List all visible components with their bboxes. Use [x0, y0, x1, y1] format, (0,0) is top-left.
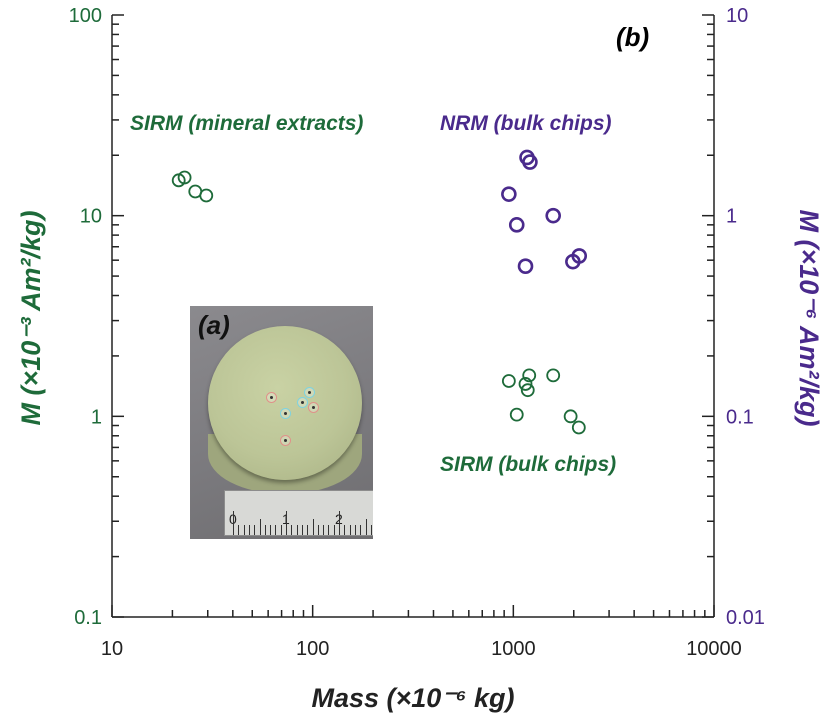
y-right-tick-label: 0.01 — [726, 607, 765, 629]
data-point-sirm-bulk-chips — [509, 407, 524, 422]
data-point-sirm-bulk-chips — [501, 374, 516, 388]
ruler-tick — [270, 525, 272, 535]
ruler-tick — [243, 525, 245, 535]
ruler-tick — [286, 511, 287, 535]
annotation-sirm-mineral-extracts: SIRM (mineral extracts) — [130, 112, 363, 135]
ruler-tick — [254, 525, 256, 535]
data-point-sirm-mineral-extracts — [177, 170, 192, 185]
y-left-tick-label: 1 — [91, 406, 102, 428]
ruler-tick — [323, 525, 325, 535]
sample-spot — [304, 387, 315, 398]
sample-disc — [208, 326, 362, 480]
sample-spot — [266, 392, 277, 403]
x-axis-title: Mass (×10⁻⁶ kg) — [311, 683, 514, 713]
inset-label: (a) — [198, 310, 230, 340]
ruler-tick — [248, 525, 250, 535]
annotation-nrm-bulk-chips: NRM (bulk chips) — [440, 112, 612, 135]
y-left-tick-label: 100 — [69, 5, 102, 27]
ruler-tick — [365, 519, 367, 535]
ruler-tick — [291, 525, 293, 535]
ruler-tick — [301, 525, 303, 535]
ruler-tick — [275, 525, 277, 535]
annotation-sirm-bulk-chips: SIRM (bulk chips) — [440, 453, 616, 476]
data-point-sirm-bulk-chips — [518, 377, 533, 391]
panel-label: (b) — [616, 22, 649, 52]
ruler-tick — [307, 525, 309, 535]
data-point-nrm-bulk-chips — [545, 207, 561, 224]
data-point-nrm-bulk-chips — [517, 258, 534, 274]
ruler-number: 1 — [282, 511, 290, 527]
data-point-sirm-bulk-chips — [520, 383, 535, 398]
sample-spot — [297, 397, 308, 408]
ruler-tick — [312, 519, 314, 535]
x-tick-label: 10 — [101, 638, 123, 660]
x-tick-label: 100 — [296, 638, 329, 660]
ruler-tick — [328, 525, 330, 535]
data-point-nrm-bulk-chips — [571, 248, 588, 264]
sample-spot — [280, 435, 291, 446]
data-point-sirm-bulk-chips — [571, 420, 586, 435]
ruler-tick — [360, 525, 362, 535]
y-right-tick-label: 10 — [726, 5, 748, 27]
y-right-tick-label: 1 — [726, 206, 737, 228]
ruler-tick — [333, 525, 335, 535]
ruler-tick — [370, 525, 372, 535]
ruler-number: 0 — [229, 511, 237, 527]
sample-spot — [308, 402, 319, 413]
ruler-tick — [354, 525, 356, 535]
data-point-nrm-bulk-chips — [501, 186, 517, 202]
ruler-tick — [344, 525, 346, 535]
y-left-tick-label: 0.1 — [74, 607, 102, 629]
ruler-tick — [233, 511, 234, 535]
data-point-sirm-mineral-extracts — [199, 188, 214, 203]
data-point-nrm-bulk-chips — [508, 217, 525, 233]
ruler: 0 1 2 — [224, 490, 373, 536]
ruler-tick — [296, 525, 298, 535]
y-right-tick-label: 0.1 — [726, 406, 754, 428]
ruler-tick — [238, 525, 240, 535]
data-points — [171, 149, 588, 435]
ruler-tick — [264, 525, 266, 535]
x-tick-label: 10000 — [686, 638, 742, 660]
ruler-tick — [317, 525, 319, 535]
data-point-sirm-bulk-chips — [522, 368, 537, 383]
ruler-tick — [339, 511, 340, 535]
ruler-tick — [349, 525, 351, 535]
y-axis-title-right: M (×10⁻⁶ Am²/kg) — [794, 210, 824, 427]
data-point-sirm-bulk-chips — [563, 409, 578, 424]
y-left-tick-label: 10 — [80, 206, 102, 228]
data-point-nrm-bulk-chips — [522, 154, 538, 170]
data-point-sirm-bulk-chips — [546, 368, 561, 383]
inset-photo: (a) 0 1 2 — [190, 306, 373, 539]
sample-spot — [280, 408, 291, 419]
y-axis-title-left: M (×10⁻³ Am²/kg) — [16, 210, 46, 425]
ruler-number: 2 — [335, 511, 343, 527]
ruler-tick — [259, 519, 261, 535]
ruler-tick — [280, 525, 282, 535]
x-tick-label: 1000 — [491, 638, 536, 660]
